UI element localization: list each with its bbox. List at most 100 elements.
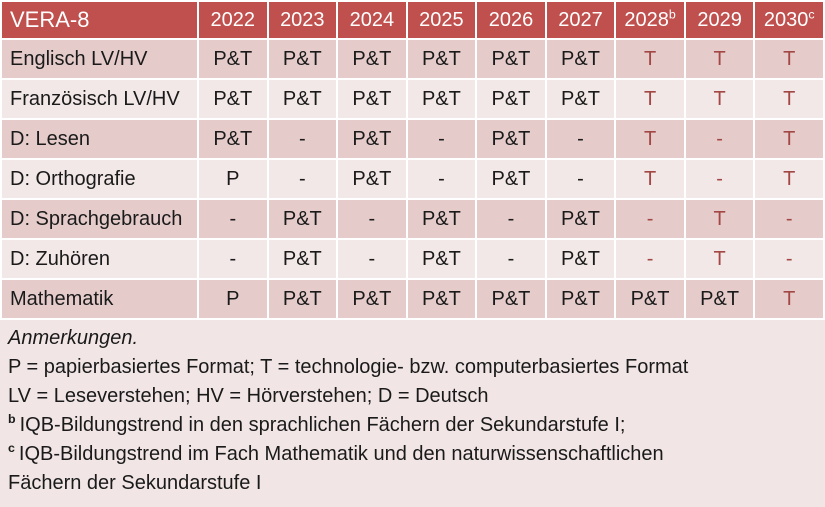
header-row: VERA-8 2022 2023 2024 2025 2026 2027 2028b 2029 2…: [2, 2, 823, 38]
cell-value: T: [616, 160, 684, 198]
cell-value: P&T: [407, 280, 476, 318]
cell-value: P&T: [338, 280, 406, 318]
cell-value: T: [685, 40, 754, 78]
cell-value: P&T: [546, 80, 615, 118]
cell-value: -: [338, 200, 406, 238]
cell-value: -: [616, 240, 684, 278]
cell-value: P&T: [268, 200, 337, 238]
cell-value: -: [755, 240, 823, 278]
year-column-header: 2023: [268, 2, 337, 38]
cell-value: P&T: [477, 280, 545, 318]
cell-value: T: [755, 40, 823, 78]
cell-value: P&T: [407, 80, 476, 118]
table-row: Mathematik P P&T P&T P&T P&T P&T P&T P&T T: [2, 280, 823, 318]
table-row: Französisch LV/HV P&T P&T P&T P&T P&T P&T T T T: [2, 80, 823, 118]
notes-heading: Anmerkungen.: [8, 327, 139, 349]
cell-value: P&T: [477, 120, 545, 158]
cell-value: P&T: [616, 280, 684, 318]
cell-value: P: [199, 280, 267, 318]
note-c-text-line1: IQB-Bildungstrend im Fach Mathematik und…: [18, 443, 664, 465]
note-b-superscript: b: [8, 412, 16, 427]
row-label: Englisch LV/HV: [2, 40, 197, 78]
cell-value: T: [755, 280, 823, 318]
row-label: Französisch LV/HV: [2, 80, 197, 118]
table-row: D: Orthografie P - P&T - P&T - T - T: [2, 160, 823, 198]
cell-value: P: [199, 160, 267, 198]
row-label: Mathematik: [2, 280, 197, 318]
table-header: VERA-8 2022 2023 2024 2025 2026 2027 2028b 2029 2…: [2, 2, 823, 38]
cell-value: P&T: [477, 80, 545, 118]
row-label: D: Zuhören: [2, 240, 197, 278]
note-abbreviation-legend: LV = Leseverstehen; HV = Hörverstehen; D…: [8, 385, 489, 407]
cell-value: P&T: [685, 280, 754, 318]
cell-value: P&T: [477, 40, 545, 78]
cell-value: -: [546, 120, 615, 158]
cell-value: P&T: [268, 240, 337, 278]
year-superscript: b: [668, 6, 676, 21]
year-column-header: 2024: [338, 2, 406, 38]
year-column-header: 2029: [685, 2, 754, 38]
year-column-header: 2030c: [755, 2, 823, 38]
cell-value: -: [546, 160, 615, 198]
note-b: b IQB-Bildungstrend in den sprachlichen F…: [8, 411, 815, 440]
cell-value: P&T: [338, 80, 406, 118]
cell-value: -: [755, 200, 823, 238]
cell-value: -: [268, 120, 337, 158]
table-body: Englisch LV/HV P&T P&T P&T P&T P&T P&T T T T Franz…: [2, 40, 823, 318]
year-column-header: 2022: [199, 2, 267, 38]
cell-value: P&T: [338, 160, 406, 198]
cell-value: P&T: [338, 120, 406, 158]
row-label: D: Orthografie: [2, 160, 197, 198]
vera8-table: VERA-8 2022 2023 2024 2025 2026 2027 2028b 2029 2…: [0, 0, 825, 320]
cell-value: T: [685, 240, 754, 278]
year-column-header: 2028b: [616, 2, 684, 38]
cell-value: T: [616, 120, 684, 158]
cell-value: T: [685, 200, 754, 238]
cell-value: P&T: [546, 280, 615, 318]
cell-value: P&T: [268, 80, 337, 118]
cell-value: -: [407, 160, 476, 198]
cell-value: P&T: [546, 240, 615, 278]
cell-value: P&T: [199, 40, 267, 78]
cell-value: P&T: [338, 40, 406, 78]
cell-value: P&T: [407, 40, 476, 78]
cell-value: P&T: [268, 280, 337, 318]
cell-value: T: [755, 160, 823, 198]
cell-value: P&T: [546, 200, 615, 238]
note-b-text: IQB-Bildungstrend in den sprachlichen Fä…: [19, 414, 626, 436]
notes-section: Anmerkungen. P = papierbasiertes Format;…: [0, 320, 825, 507]
cell-value: -: [199, 200, 267, 238]
note-c: c IQB-Bildungstrend im Fach Mathematik un…: [8, 440, 815, 498]
cell-value: P&T: [407, 240, 476, 278]
note-c-superscript: c: [8, 441, 15, 456]
cell-value: -: [199, 240, 267, 278]
cell-value: T: [755, 120, 823, 158]
cell-value: -: [477, 200, 545, 238]
cell-value: T: [616, 40, 684, 78]
year-column-header: 2027: [546, 2, 615, 38]
cell-value: -: [407, 120, 476, 158]
row-label: D: Lesen: [2, 120, 197, 158]
table-row: D: Sprachgebrauch - P&T - P&T - P&T - T -: [2, 200, 823, 238]
note-format-legend: P = papierbasiertes Format; T = technolo…: [8, 356, 689, 378]
cell-value: -: [268, 160, 337, 198]
row-label: D: Sprachgebrauch: [2, 200, 197, 238]
table-title: VERA-8: [2, 2, 197, 38]
cell-value: -: [477, 240, 545, 278]
year-column-header: 2025: [407, 2, 476, 38]
cell-value: -: [685, 160, 754, 198]
year-superscript: c: [808, 6, 815, 21]
table-row: D: Lesen P&T - P&T - P&T - T - T: [2, 120, 823, 158]
note-c-text-line2: Fächern der Sekundarstufe I: [8, 472, 262, 494]
cell-value: T: [755, 80, 823, 118]
cell-value: -: [616, 200, 684, 238]
table-row: D: Zuhören - P&T - P&T - P&T - T -: [2, 240, 823, 278]
cell-value: T: [616, 80, 684, 118]
cell-value: P&T: [268, 40, 337, 78]
cell-value: P&T: [407, 200, 476, 238]
cell-value: P&T: [477, 160, 545, 198]
year-column-header: 2026: [477, 2, 545, 38]
cell-value: P&T: [199, 80, 267, 118]
table-row: Englisch LV/HV P&T P&T P&T P&T P&T P&T T T T: [2, 40, 823, 78]
